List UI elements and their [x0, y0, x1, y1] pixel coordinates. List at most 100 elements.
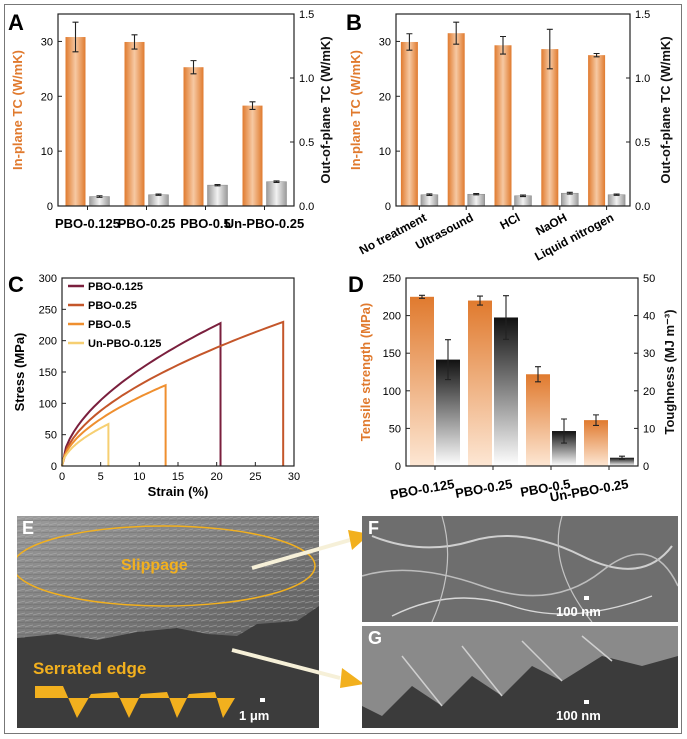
figure-frame [4, 4, 682, 734]
errorbar-right-1 [155, 193, 162, 196]
x-tick-label: 5 [98, 471, 104, 483]
slippage-ellipse [17, 525, 316, 607]
y2-axis-label: Out-of-plane TC (W/mK) [658, 36, 673, 183]
bar-out-of-plane-tc-3 [561, 192, 579, 207]
bar-in-plane-tc-2 [494, 45, 512, 206]
errorbar-left-1 [453, 21, 460, 45]
errorbar-left-1 [477, 295, 483, 306]
errorbar-left-0 [72, 21, 79, 53]
panel-label-g: G [368, 628, 383, 648]
y-tick-label: 150 [39, 367, 57, 379]
y-tick-label: 250 [39, 304, 57, 316]
category-label: PBO-0.5 [180, 216, 231, 231]
errorbar-right-3 [566, 191, 573, 195]
category-label: PBO-0.125 [55, 216, 120, 231]
errorbar-left-3 [249, 101, 256, 111]
scale-bar-g [584, 700, 589, 704]
errorbar-left-3 [546, 28, 553, 70]
sem-g-drawing: 100 nm [362, 626, 678, 728]
bar-toughness-3 [610, 457, 634, 466]
x-axis-label: Strain (%) [148, 484, 209, 499]
y2-tick-label: 0 [643, 461, 649, 473]
bar-tensile-strength-3 [584, 420, 608, 466]
errorbar-right-0 [426, 193, 433, 197]
sem-image-g: 100 nm [362, 626, 678, 728]
errorbar-right-2 [520, 194, 526, 198]
arrowhead-g-icon [340, 668, 364, 688]
y-tick-label: 100 [383, 386, 401, 398]
y-tick-label: 50 [389, 423, 401, 435]
y-tick-label: 300 [39, 273, 57, 285]
bar-in-plane-tc-1 [124, 41, 145, 206]
y-tick-label: 0 [51, 461, 57, 473]
plot-frame [405, 277, 639, 467]
legend-label-2: PBO-0.5 [88, 319, 131, 331]
y-axis-label: Tensile strength (MPa) [358, 303, 373, 441]
y2-tick-label: 50 [643, 273, 655, 285]
slippage-label: Slippage [121, 557, 188, 574]
y-tick-label: 20 [379, 91, 391, 103]
y2-tick-label: 0.5 [635, 137, 650, 149]
y2-tick-label: 1.5 [635, 9, 650, 21]
panel-label-c: C [8, 272, 24, 297]
y-tick-label: 0 [385, 201, 391, 213]
y2-tick-label: 30 [643, 348, 655, 360]
bar-in-plane-tc-2 [183, 67, 204, 206]
category-label: HCl [498, 210, 523, 232]
bar-out-of-plane-tc-2 [207, 184, 228, 207]
bar-out-of-plane-tc-0 [89, 196, 110, 207]
bar-out-of-plane-tc-2 [514, 195, 532, 207]
sem-e-drawing: Slippage Serrated edge 1 μm [17, 516, 319, 728]
arrow-to-g [231, 648, 341, 680]
bar-in-plane-tc-3 [242, 105, 263, 206]
errorbar-right-1 [473, 193, 480, 196]
panel-label-b: B [346, 10, 362, 35]
sem-image-f: 100 nm [362, 516, 678, 622]
legend-label-0: PBO-0.125 [88, 281, 143, 293]
bar-in-plane-tc-1 [447, 33, 465, 207]
bar-toughness-1 [494, 317, 518, 466]
errorbar-left-2 [500, 35, 506, 55]
x-tick-label: 20 [211, 471, 223, 483]
errorbar-right-3 [273, 180, 280, 183]
sem-image-e: Slippage Serrated edge 1 μm [17, 516, 319, 728]
y-tick-label: 150 [383, 348, 401, 360]
y-tick-label: 10 [41, 146, 53, 158]
bar-out-of-plane-tc-3 [266, 181, 287, 207]
sem-f-drawing: 100 nm [362, 516, 678, 622]
errorbar-left-0 [406, 33, 413, 51]
category-label: PBO-0.25 [118, 216, 176, 231]
y2-tick-label: 1.0 [635, 73, 650, 85]
errorbar-right-3 [619, 455, 625, 460]
errorbar-right-4 [613, 193, 620, 196]
category-label: Un-PBO-0.25 [225, 216, 304, 231]
y-axis-label: In-plane TC (W/mK) [348, 50, 363, 170]
y-axis-label: In-plane TC (W/mK) [10, 50, 25, 170]
x-tick-label: 15 [172, 471, 184, 483]
scale-text-f: 100 nm [556, 604, 601, 619]
arrows [231, 530, 370, 688]
scale-bar-f [584, 596, 589, 600]
panel-c-chart: C PBO-0.125 PBO-0.25 PBO-0.5 Un-PBO-0.125 0 5… [8, 272, 300, 499]
y-tick-label: 200 [383, 311, 401, 323]
category-label: PBO-0.125 [389, 476, 456, 502]
y-tick-label: 20 [41, 91, 53, 103]
scale-text-e: 1 μm [239, 708, 269, 723]
x-tick-label: 30 [288, 471, 300, 483]
serrated-edge-graphic [35, 686, 235, 718]
y2-tick-label: 40 [643, 311, 655, 323]
y-tick-label: 30 [379, 36, 391, 48]
y2-tick-label: 1.5 [299, 9, 314, 21]
errorbar-left-2 [535, 366, 541, 383]
errorbar-right-0 [445, 339, 451, 381]
y-tick-label: 50 [45, 430, 57, 442]
panel-label-d: D [348, 272, 364, 297]
legend-label-3: Un-PBO-0.125 [88, 338, 161, 350]
x-tick-label: 10 [133, 471, 145, 483]
bar-out-of-plane-tc-4 [607, 194, 626, 207]
y-axis-label: Stress (MPa) [12, 333, 27, 412]
bar-in-plane-tc-3 [541, 49, 559, 207]
